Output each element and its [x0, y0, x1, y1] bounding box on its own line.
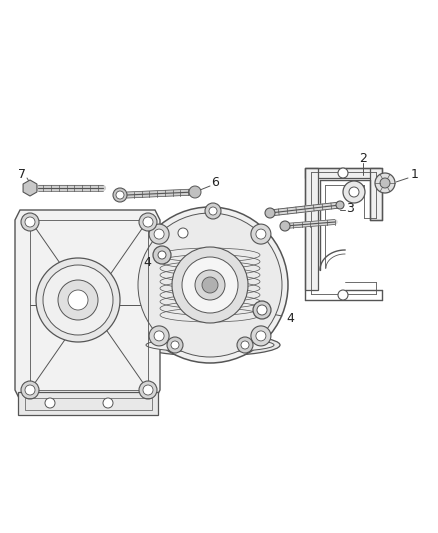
Circle shape [103, 398, 113, 408]
Circle shape [343, 181, 365, 203]
Ellipse shape [140, 334, 280, 356]
Circle shape [205, 203, 221, 219]
Circle shape [189, 186, 201, 198]
Circle shape [25, 217, 35, 227]
Circle shape [265, 208, 275, 218]
Circle shape [256, 229, 266, 239]
Circle shape [349, 187, 359, 197]
Circle shape [251, 326, 271, 346]
Circle shape [153, 246, 171, 264]
Circle shape [202, 277, 218, 293]
Polygon shape [305, 168, 380, 178]
Circle shape [280, 221, 290, 231]
Circle shape [380, 178, 390, 188]
Circle shape [21, 381, 39, 399]
Circle shape [143, 385, 153, 395]
Circle shape [143, 217, 153, 227]
Text: 1: 1 [411, 168, 419, 182]
Circle shape [171, 341, 179, 349]
Circle shape [209, 207, 217, 215]
Text: 6: 6 [211, 176, 219, 190]
Polygon shape [175, 225, 203, 241]
Circle shape [178, 228, 188, 238]
Circle shape [139, 381, 157, 399]
Circle shape [58, 280, 98, 320]
Circle shape [113, 188, 127, 202]
Circle shape [25, 385, 35, 395]
Circle shape [139, 213, 157, 231]
Circle shape [154, 229, 164, 239]
Polygon shape [305, 168, 318, 290]
Circle shape [172, 247, 248, 323]
Circle shape [138, 213, 282, 357]
Circle shape [43, 265, 113, 335]
Polygon shape [23, 180, 37, 196]
Circle shape [158, 251, 166, 259]
Circle shape [116, 191, 124, 199]
Circle shape [338, 290, 348, 300]
Text: 4: 4 [143, 255, 151, 269]
Circle shape [45, 398, 55, 408]
Circle shape [241, 341, 249, 349]
Circle shape [237, 337, 253, 353]
Circle shape [149, 326, 169, 346]
Circle shape [336, 201, 344, 209]
Polygon shape [370, 168, 382, 220]
Text: 4: 4 [286, 311, 294, 325]
Text: 7: 7 [18, 168, 26, 182]
Circle shape [256, 331, 266, 341]
Circle shape [167, 337, 183, 353]
Ellipse shape [146, 338, 274, 352]
Polygon shape [18, 392, 158, 415]
Text: 3: 3 [346, 201, 354, 214]
Circle shape [149, 224, 169, 244]
Polygon shape [15, 210, 160, 400]
Text: 2: 2 [359, 151, 367, 165]
Circle shape [132, 207, 288, 363]
Circle shape [257, 305, 267, 315]
Polygon shape [195, 209, 217, 227]
Circle shape [21, 213, 39, 231]
Circle shape [36, 258, 120, 342]
Circle shape [253, 301, 271, 319]
Circle shape [251, 224, 271, 244]
Circle shape [338, 168, 348, 178]
Circle shape [375, 173, 395, 193]
Circle shape [68, 290, 88, 310]
Circle shape [154, 331, 164, 341]
Circle shape [195, 270, 225, 300]
Circle shape [182, 257, 238, 313]
Text: 5: 5 [211, 208, 219, 222]
